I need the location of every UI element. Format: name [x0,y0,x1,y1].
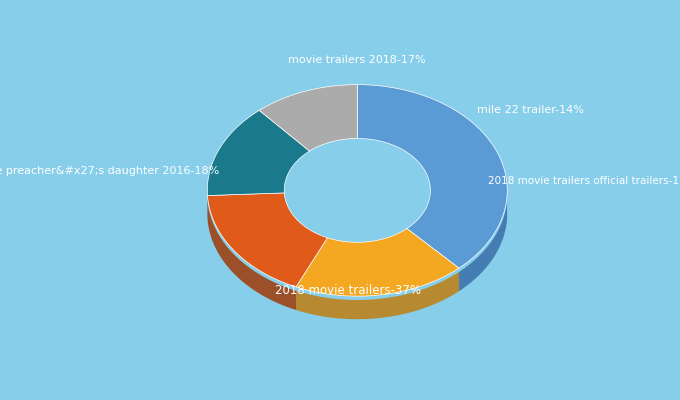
Text: 2018 movie trailers-37%: 2018 movie trailers-37% [275,284,421,297]
Polygon shape [207,199,296,310]
Polygon shape [207,110,309,196]
Polygon shape [259,85,357,151]
Polygon shape [284,197,328,261]
Polygon shape [296,228,459,296]
Polygon shape [328,232,407,265]
Polygon shape [207,193,328,287]
Polygon shape [459,199,507,291]
Polygon shape [296,272,459,319]
Text: 2018 movie trailers official trailers-11%: 2018 movie trailers official trailers-11… [488,176,680,186]
Text: movie trailers 2018-17%: movie trailers 2018-17% [288,55,426,65]
Polygon shape [407,196,430,252]
Text: the preacher&#x27;s daughter 2016-18%: the preacher&#x27;s daughter 2016-18% [0,166,219,176]
Text: mile 22 trailer-14%: mile 22 trailer-14% [477,105,583,115]
Polygon shape [357,85,507,268]
